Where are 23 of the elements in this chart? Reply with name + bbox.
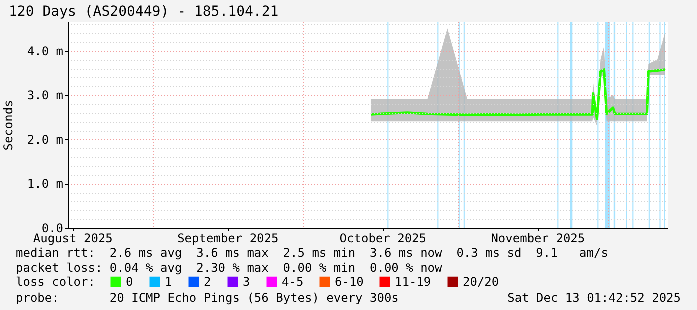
legend-label: 0 (126, 275, 134, 290)
text: probe: 20 ICMP Echo Pings (56 Bytes) every 300s (16, 291, 399, 305)
y-tick-label: 3.0 m (27, 88, 64, 103)
legend-title: loss color: (16, 275, 96, 289)
x-tick-label: September 2025 (178, 232, 279, 246)
text: median rtt: 2.6 ms avg 3.6 ms max 2.5 ms min 3.6 ms now 0.3 ms sd 9.1 am/s (16, 246, 608, 260)
x-tick-label: October 2025 (340, 232, 426, 246)
legend-label: 20/20 (463, 275, 500, 290)
x-tick-label: November 2025 (491, 232, 586, 246)
legend-label: 4-5 (282, 275, 304, 290)
legend-label: 11-19 (395, 275, 432, 290)
legend-label: 3 (243, 275, 250, 290)
chart-title: 120 Days (AS200449) - 185.104.21 (9, 4, 279, 20)
legend-label: 6-10 (335, 275, 364, 290)
legend-label: 1 (165, 275, 172, 290)
legend-label: 2 (204, 275, 212, 290)
line-series (370, 68, 666, 120)
text: Sat Dec 13 01:42:52 2025 (508, 291, 681, 305)
y-tick-label: 2.0 m (27, 132, 64, 147)
text: packet loss: 0.04 % avg 2.30 % max 0.00 % min 0.00 % now (16, 261, 442, 275)
y-axis-title: Seconds (1, 100, 16, 151)
y-tick-label: 4.0 m (27, 44, 64, 58)
y-tick-label: 1.0 m (27, 177, 64, 192)
